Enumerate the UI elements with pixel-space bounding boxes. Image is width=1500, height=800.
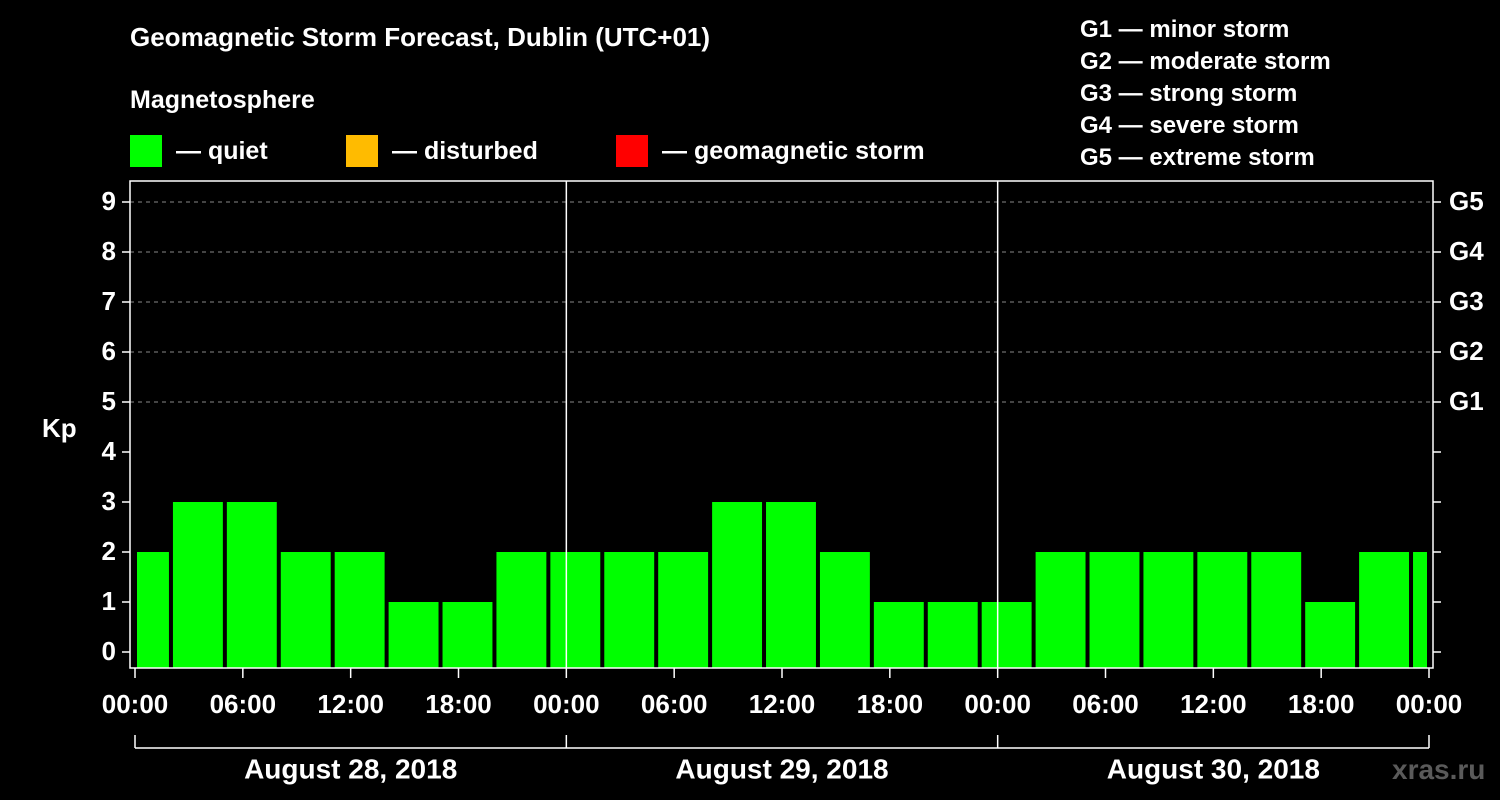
right-axis-label-g2: G2 (1449, 336, 1484, 366)
kp-bar (1197, 552, 1248, 668)
kp-bar (1035, 552, 1086, 668)
kp-bar (280, 552, 331, 668)
storm-level-legend: G1 — minor storm G2 — moderate storm G3 … (1080, 14, 1331, 174)
x-tick-label: 18:00 (857, 689, 924, 719)
storm-level-g2: G2 — moderate storm (1080, 48, 1331, 75)
legend-item-disturbed: — disturbed (346, 134, 538, 168)
kp-bar (604, 552, 655, 668)
kp-bar (712, 502, 763, 668)
kp-bar (1089, 552, 1140, 668)
kp-bar (766, 502, 816, 668)
y-axis-label: Kp (42, 413, 77, 443)
legend-item-quiet: — quiet (130, 134, 268, 168)
legend-label-disturbed: — disturbed (392, 136, 538, 165)
legend-label-storm: — geomagnetic storm (662, 136, 925, 165)
x-tick-label: 06:00 (1072, 689, 1139, 719)
x-tick-label: 00:00 (964, 689, 1031, 719)
kp-bar (226, 502, 277, 668)
x-tick-label: 06:00 (641, 689, 708, 719)
day-label: August 28, 2018 (244, 753, 457, 784)
kp-bar (819, 552, 870, 668)
kp-bar (981, 602, 1032, 668)
y-tick-label: 1 (102, 586, 116, 616)
kp-bar (1359, 552, 1410, 668)
y-tick-label: 0 (102, 636, 116, 666)
magnetosphere-label: Magnetosphere (130, 86, 315, 114)
right-axis-label-g3: G3 (1449, 286, 1484, 316)
x-tick-label: 18:00 (425, 689, 492, 719)
y-tick-label: 3 (102, 486, 116, 516)
day-label: August 29, 2018 (675, 753, 888, 784)
legend-swatch-disturbed (346, 135, 378, 167)
y-tick-label: 5 (102, 386, 116, 416)
kp-bar (388, 602, 439, 668)
x-tick-label: 06:00 (210, 689, 277, 719)
x-tick-label: 00:00 (1396, 689, 1463, 719)
kp-bar (137, 552, 169, 668)
storm-level-g1: G1 — minor storm (1080, 16, 1290, 43)
kp-bar (873, 602, 924, 668)
right-axis-label-g1: G1 (1449, 386, 1484, 416)
chart-title: Geomagnetic Storm Forecast, Dublin (UTC+… (130, 22, 711, 52)
storm-level-g5: G5 — extreme storm (1080, 144, 1315, 171)
x-tick-label: 00:00 (102, 689, 169, 719)
y-tick-label: 6 (102, 336, 116, 366)
y-tick-label: 7 (102, 286, 116, 316)
kp-bar (927, 602, 978, 668)
kp-bar (172, 502, 223, 668)
kp-bar (442, 602, 493, 668)
storm-level-g3: G3 — strong storm (1080, 80, 1298, 107)
kp-bar (1305, 602, 1356, 668)
x-tick-label: 12:00 (317, 689, 384, 719)
kp-bar (550, 552, 601, 668)
x-tick-label: 12:00 (1180, 689, 1247, 719)
kp-bar (658, 552, 709, 668)
kp-bar (1251, 552, 1302, 668)
legend-swatch-quiet (130, 135, 162, 167)
legend-label-quiet: — quiet (176, 136, 268, 165)
y-tick-label: 8 (102, 236, 116, 266)
storm-level-g4: G4 — severe storm (1080, 112, 1299, 139)
x-tick-label: 00:00 (533, 689, 600, 719)
kp-bar (1143, 552, 1194, 668)
right-axis-label-g5: G5 (1449, 186, 1484, 216)
y-tick-label: 2 (102, 536, 116, 566)
kp-bar (496, 552, 547, 668)
watermark: xras.ru (1392, 754, 1486, 785)
legend-swatch-storm (616, 135, 648, 167)
y-tick-label: 4 (102, 436, 117, 466)
kp-bar (1413, 552, 1427, 668)
x-tick-label: 12:00 (749, 689, 816, 719)
x-tick-label: 18:00 (1288, 689, 1355, 719)
legend-item-storm: — geomagnetic storm (616, 134, 925, 168)
y-tick-label: 9 (102, 186, 116, 216)
kp-bar (334, 552, 385, 668)
right-axis-label-g4: G4 (1449, 236, 1484, 266)
day-label: August 30, 2018 (1107, 753, 1320, 784)
